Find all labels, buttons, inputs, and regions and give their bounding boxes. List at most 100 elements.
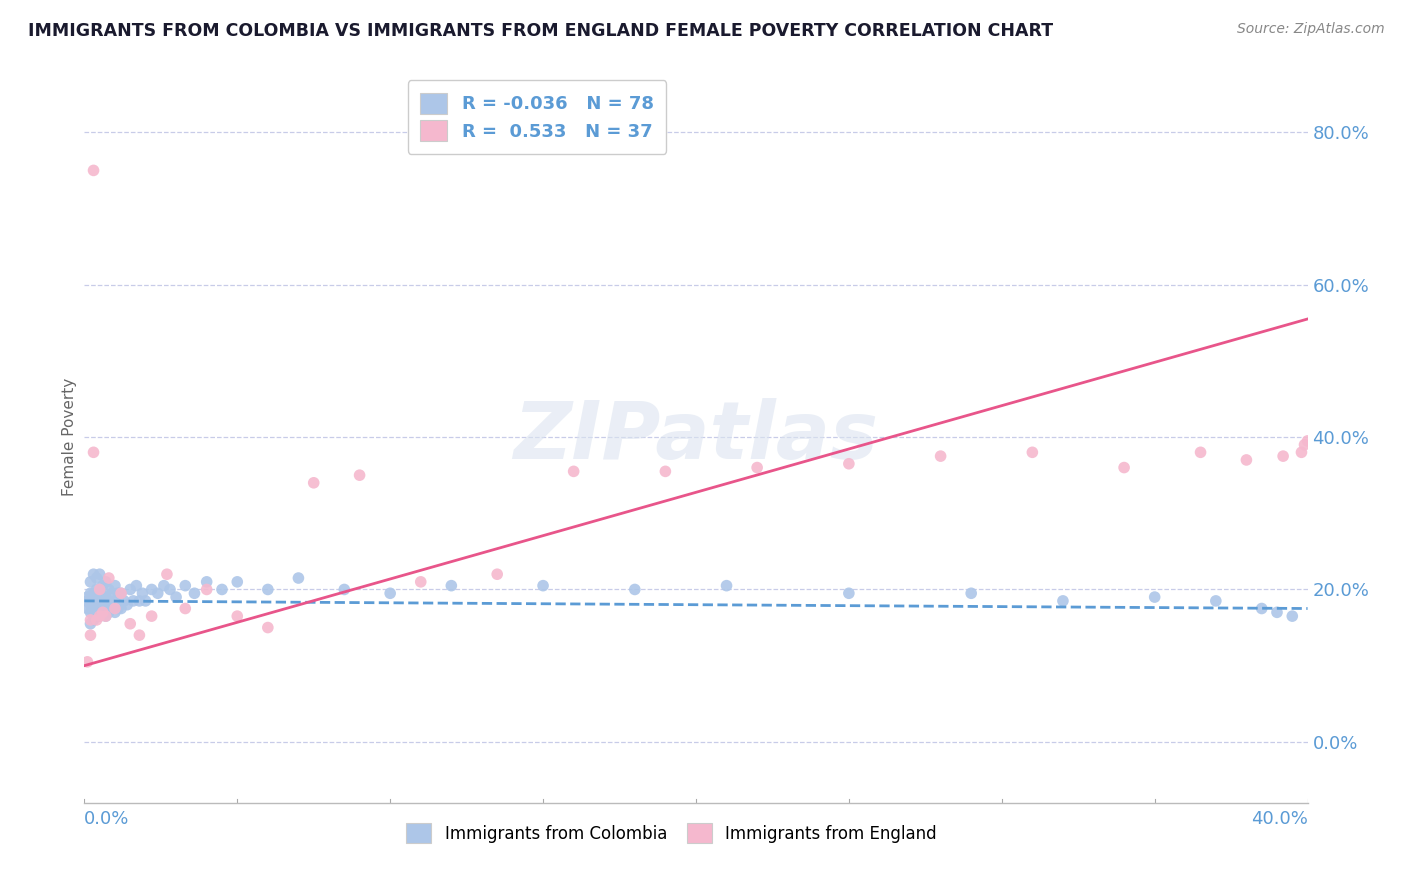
Point [838, 457, 860, 471]
Point [174, 601, 197, 615]
Point [104, 579, 127, 593]
Point [83, 163, 105, 178]
Point [76, 590, 98, 604]
Point [91, 590, 114, 604]
Point [128, 628, 150, 642]
Point [110, 601, 132, 615]
Point [110, 586, 132, 600]
Point [86, 613, 108, 627]
Point [146, 586, 169, 600]
Point [112, 594, 135, 608]
Point [89, 601, 111, 615]
Point [1265, 605, 1288, 619]
Point [929, 449, 952, 463]
Point [349, 468, 371, 483]
Point [141, 609, 163, 624]
Point [94, 601, 117, 615]
Point [1021, 445, 1043, 459]
Point [104, 594, 127, 608]
Point [440, 579, 463, 593]
Legend: Immigrants from Colombia, Immigrants from England: Immigrants from Colombia, Immigrants fro… [399, 817, 943, 849]
Point [91, 605, 114, 619]
Point [94, 574, 117, 589]
Point [101, 586, 124, 600]
Point [97, 594, 120, 608]
Point [79, 628, 101, 642]
Point [226, 609, 249, 624]
Point [79, 616, 101, 631]
Point [654, 464, 676, 478]
Point [89, 594, 111, 608]
Point [94, 590, 117, 604]
Point [79, 598, 101, 612]
Point [562, 464, 585, 478]
Point [83, 594, 105, 608]
Point [94, 609, 117, 624]
Point [624, 582, 647, 597]
Point [83, 613, 105, 627]
Point [89, 567, 111, 582]
Text: ZIPatlas: ZIPatlas [513, 398, 879, 476]
Point [83, 605, 105, 619]
Point [257, 621, 280, 635]
Point [1143, 590, 1166, 604]
Point [1281, 609, 1303, 624]
Point [89, 586, 111, 600]
Point [159, 582, 181, 597]
Point [79, 574, 101, 589]
Point [128, 594, 150, 608]
Point [120, 582, 142, 597]
Point [1250, 601, 1272, 615]
Point [115, 598, 138, 612]
Point [76, 655, 98, 669]
Point [1294, 438, 1316, 452]
Point [120, 616, 142, 631]
Point [1052, 594, 1074, 608]
Point [1189, 445, 1212, 459]
Point [79, 605, 101, 619]
Point [104, 605, 127, 619]
Point [89, 609, 111, 624]
Text: 40.0%: 40.0% [1251, 811, 1308, 829]
Point [195, 574, 218, 589]
Point [838, 586, 860, 600]
Point [83, 586, 105, 600]
Text: Source: ZipAtlas.com: Source: ZipAtlas.com [1237, 22, 1385, 37]
Point [79, 586, 101, 600]
Point [195, 582, 218, 597]
Point [1236, 453, 1258, 467]
Point [86, 582, 108, 597]
Point [94, 609, 117, 624]
Point [122, 594, 145, 608]
Point [531, 579, 554, 593]
Point [110, 586, 132, 600]
Point [86, 594, 108, 608]
Point [183, 586, 205, 600]
Point [141, 582, 163, 597]
Point [104, 601, 127, 615]
Point [125, 579, 148, 593]
Point [257, 582, 280, 597]
Text: IMMIGRANTS FROM COLOMBIA VS IMMIGRANTS FROM ENGLAND FEMALE POVERTY CORRELATION C: IMMIGRANTS FROM COLOMBIA VS IMMIGRANTS F… [28, 22, 1053, 40]
Point [1114, 460, 1136, 475]
Point [1205, 594, 1227, 608]
Point [83, 445, 105, 459]
Point [91, 598, 114, 612]
Point [716, 579, 738, 593]
Point [97, 582, 120, 597]
Point [89, 609, 111, 624]
Y-axis label: Female Poverty: Female Poverty [62, 378, 77, 496]
Point [131, 586, 153, 600]
Point [97, 605, 120, 619]
Point [156, 567, 179, 582]
Point [76, 594, 98, 608]
Point [1291, 445, 1313, 459]
Point [76, 601, 98, 615]
Point [91, 579, 114, 593]
Point [747, 460, 769, 475]
Point [486, 567, 509, 582]
Point [380, 586, 402, 600]
Point [211, 582, 233, 597]
Point [79, 613, 101, 627]
Point [83, 567, 105, 582]
